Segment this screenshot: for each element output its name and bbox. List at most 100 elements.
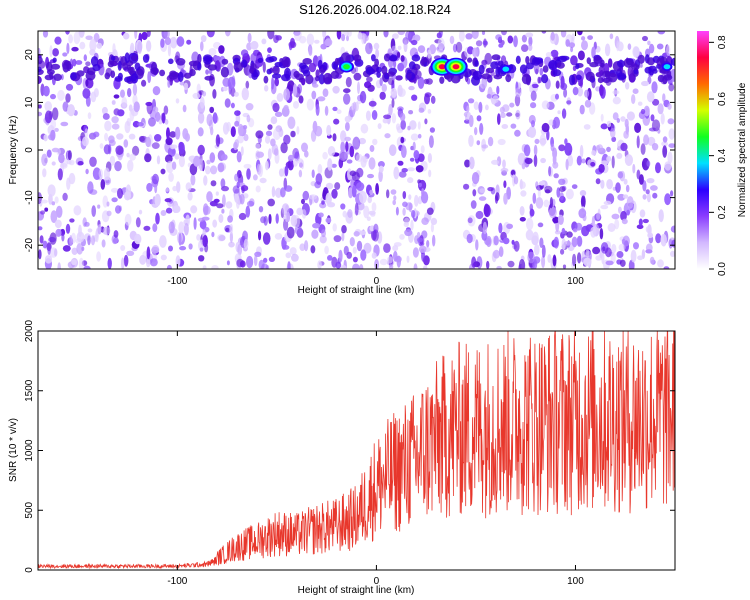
spectrogram-cell [176, 36, 185, 47]
spectrogram-cell [484, 52, 493, 65]
spectrogram-cell [73, 31, 81, 45]
spectrogram-cell [640, 143, 646, 155]
spectrogram-cell [272, 73, 282, 79]
spectrogram-cell [287, 154, 294, 162]
spectrogram-cell [96, 251, 101, 262]
figure-title: S126.2026.004.02.18.R24 [299, 2, 451, 17]
spectrogram-cell [545, 52, 552, 58]
spectrogram-cell [626, 111, 636, 121]
spectrogram-cell [38, 75, 42, 85]
spectrogram-cell [600, 179, 605, 189]
spectrogram-cell [510, 169, 516, 176]
spectrogram-cell [211, 265, 219, 269]
spectrogram-cell [40, 210, 46, 215]
spectrogram-cell [210, 165, 218, 175]
spectrogram-cell [257, 57, 264, 63]
spectrogram-cell [169, 144, 175, 150]
spectrogram-cell [84, 128, 89, 138]
spectrogram-cell [646, 178, 655, 184]
spectrogram-cell [104, 72, 111, 80]
spectrogram-cell [51, 161, 56, 166]
spectrogram-cell [564, 138, 568, 145]
snr-x-label: Height of straight line (km) [298, 585, 415, 596]
spectrogram-cell [481, 144, 489, 149]
spectrogram-cell [54, 36, 62, 45]
spectrogram-cell [253, 174, 258, 181]
spectrogram-cell [111, 100, 116, 105]
spectrogram-cell [550, 31, 555, 41]
spectrogram-cell [202, 91, 207, 97]
spectrogram-cell [137, 41, 143, 54]
spectrogram-cell [228, 241, 235, 248]
spectrogram-cell [192, 92, 201, 99]
spectrogram-cell [287, 159, 294, 171]
spectrogram-cell [283, 134, 291, 145]
spectrogram-cell [411, 39, 418, 46]
spectrogram-cell [378, 169, 383, 182]
spectrogram-cell [541, 100, 550, 110]
spectrogram-cell [507, 35, 514, 44]
snr-x-ticks: -100 0 100 [167, 331, 584, 587]
spectrogram-cell [408, 61, 416, 70]
spectrogram-cell [319, 235, 327, 244]
spectrogram-cell [341, 34, 346, 42]
spectrogram-cell [218, 45, 225, 54]
spectrogram-cell [535, 197, 544, 209]
spectrogram-cell [642, 35, 648, 42]
spectrogram-cell [340, 203, 346, 210]
spectrogram-cell [271, 76, 275, 90]
spectrogram-cell [550, 49, 559, 58]
spectrogram-cell [660, 233, 667, 247]
spectrogram-cell [596, 144, 604, 153]
spectrogram-cell [352, 263, 360, 269]
spectrogram-cell [275, 35, 282, 41]
spectrogram-cell [555, 80, 560, 89]
spectrogram-cell [571, 184, 578, 190]
spectrogram-cell [475, 40, 483, 47]
spectrogram-cell [607, 223, 616, 232]
spectrogram-cell [85, 79, 89, 87]
spectrogram-cell [611, 155, 615, 169]
spectrogram-cell [193, 217, 197, 230]
spectrogram-cell [400, 119, 407, 130]
spectrogram-cell [160, 168, 166, 175]
spectrogram-cell [528, 36, 533, 47]
spectrogram-cell [468, 114, 474, 128]
spectrogram-cell [561, 238, 566, 251]
spectrogram-cell [388, 264, 394, 269]
spectrogram-cell [473, 101, 479, 110]
spectrogram-cell [68, 172, 76, 185]
y-tick-label: 500 [24, 501, 35, 518]
spectrogram-cell [500, 112, 506, 119]
spectrogram-cell [540, 157, 546, 164]
spectrogram-cell [120, 89, 125, 98]
spectrogram-cell [657, 103, 664, 115]
spectrogram-cell [349, 237, 355, 247]
spectrogram-cell [81, 246, 85, 251]
spectrogram-cell [152, 86, 161, 96]
spectrogram-hotspot [343, 64, 350, 70]
spectrogram-cell [103, 167, 110, 181]
spectrogram-cell [390, 87, 397, 98]
spectrogram-cell [239, 260, 246, 268]
spectrogram-cell [557, 110, 561, 115]
spectrogram-cell [321, 229, 326, 238]
spectrogram-x-label: Height of straight line (km) [298, 285, 415, 296]
spectrogram-cell [339, 150, 347, 161]
spectrogram-cell [497, 138, 506, 146]
spectrogram-cell [644, 66, 652, 74]
spectrogram-cell [168, 58, 174, 65]
spectrogram-cell [585, 71, 595, 82]
spectrogram-cell [46, 149, 52, 158]
spectrogram-cell [527, 251, 535, 264]
spectrogram-cell [366, 76, 373, 83]
spectrogram-cell [601, 252, 605, 265]
spectrogram-cell [351, 185, 357, 198]
spectrogram-cell [611, 243, 617, 254]
spectrogram-cell [306, 33, 315, 46]
spectrogram-cell [561, 108, 567, 119]
spectrogram-cell [479, 122, 484, 135]
spectrogram-y-label: Frequency (Hz) [8, 116, 19, 185]
spectrogram-cell [60, 228, 66, 236]
spectrogram-cell [402, 191, 407, 199]
